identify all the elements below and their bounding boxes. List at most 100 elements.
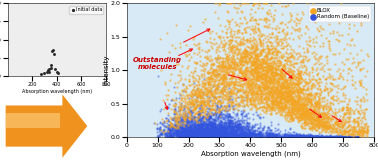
Point	[248, 43, 254, 45]
Point	[195, 134, 201, 137]
Point	[274, 38, 280, 40]
Point	[196, 77, 202, 80]
Point	[181, 135, 187, 137]
Point	[323, 127, 329, 130]
Point	[308, 98, 314, 101]
Point	[208, 127, 214, 129]
Point	[254, 86, 260, 89]
Point	[223, 130, 229, 133]
Point	[321, 124, 327, 126]
Point	[333, 122, 339, 125]
Point	[180, 82, 186, 85]
Point	[332, 135, 338, 138]
Point	[205, 100, 211, 102]
Point	[329, 135, 335, 138]
Point	[270, 135, 276, 137]
Point	[287, 106, 293, 108]
Point	[286, 56, 292, 59]
Point	[321, 123, 327, 126]
Point	[360, 115, 366, 118]
Point	[202, 83, 208, 86]
Point	[253, 66, 259, 68]
Point	[303, 134, 309, 137]
Point	[179, 135, 185, 138]
Point	[267, 132, 273, 135]
Point	[207, 41, 213, 44]
Point	[273, 72, 279, 75]
Point	[235, 76, 242, 79]
Point	[260, 100, 266, 103]
Point	[299, 135, 305, 138]
Point	[205, 69, 211, 72]
Point	[215, 128, 221, 131]
Point	[292, 82, 298, 85]
Point	[269, 93, 275, 96]
Point	[355, 132, 361, 134]
Point	[202, 94, 208, 97]
Point	[203, 87, 209, 89]
Point	[215, 135, 222, 138]
Point	[201, 136, 207, 138]
Point	[230, 122, 236, 125]
Point	[297, 55, 303, 58]
Point	[342, 136, 348, 138]
Point	[325, 105, 332, 108]
Point	[225, 101, 231, 104]
Point	[314, 103, 320, 106]
Point	[188, 112, 194, 115]
Point	[209, 93, 215, 96]
Point	[283, 62, 289, 65]
Point	[332, 113, 338, 116]
Point	[181, 130, 187, 132]
Point	[158, 108, 164, 111]
Point	[222, 85, 228, 88]
Point	[252, 57, 258, 60]
Point	[193, 127, 199, 130]
Point	[199, 133, 205, 135]
Point	[197, 114, 203, 116]
Point	[358, 68, 364, 70]
Point	[214, 87, 220, 89]
Point	[212, 123, 218, 125]
Point	[252, 86, 258, 89]
Point	[223, 120, 229, 123]
Point	[307, 39, 313, 41]
Point	[222, 135, 228, 138]
Point	[250, 45, 256, 47]
Point	[170, 130, 176, 132]
Point	[292, 106, 298, 109]
Point	[246, 26, 252, 28]
Point	[304, 117, 310, 120]
Point	[270, 95, 276, 98]
Point	[217, 129, 223, 132]
Point	[269, 135, 275, 137]
Point	[226, 105, 232, 107]
Point	[214, 69, 220, 72]
Point	[272, 86, 278, 88]
Point	[276, 92, 282, 95]
Point	[192, 135, 198, 138]
Point	[361, 132, 367, 135]
Point	[202, 131, 208, 133]
Point	[276, 69, 282, 72]
Point	[199, 123, 205, 125]
Point	[265, 72, 271, 75]
Point	[319, 134, 325, 137]
Point	[212, 127, 218, 130]
Point	[283, 79, 289, 81]
Point	[295, 98, 301, 100]
Point	[263, 130, 270, 133]
Point	[238, 9, 244, 12]
Point	[211, 132, 217, 135]
Point	[281, 115, 287, 117]
Point	[293, 115, 299, 117]
Point	[166, 103, 172, 105]
Point	[218, 62, 225, 65]
Point	[191, 42, 197, 45]
Point	[319, 134, 325, 137]
Point	[192, 122, 198, 124]
Point	[282, 81, 288, 84]
Point	[183, 132, 189, 134]
Point	[277, 136, 283, 138]
Point	[179, 133, 185, 136]
